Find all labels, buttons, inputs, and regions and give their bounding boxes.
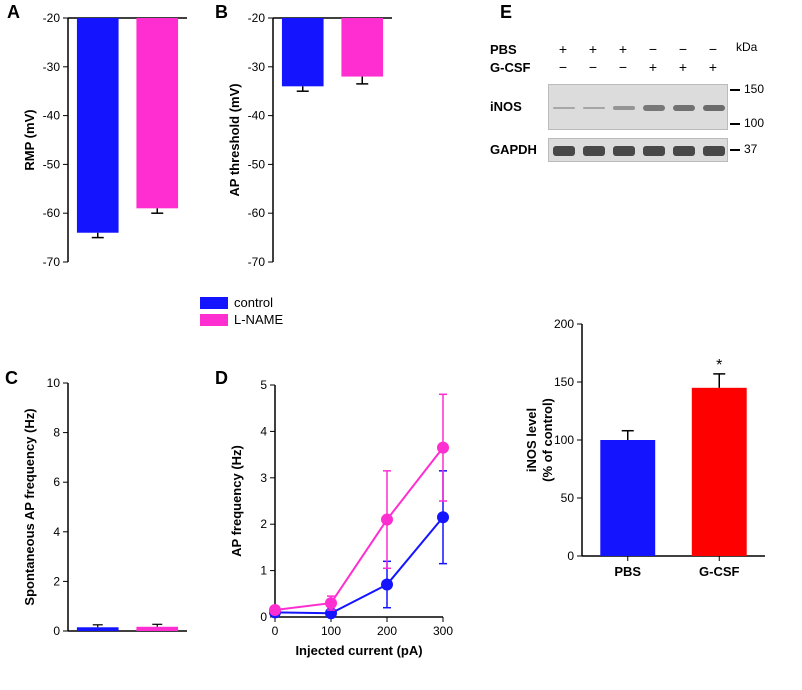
legend-swatch-control	[200, 297, 228, 309]
svg-text:0: 0	[567, 549, 574, 563]
svg-text:8: 8	[53, 426, 60, 440]
svg-text:2: 2	[260, 517, 267, 531]
svg-text:-60: -60	[43, 206, 61, 220]
svg-text:100: 100	[321, 624, 341, 638]
legend-label-control: control	[234, 295, 273, 310]
svg-text:300: 300	[433, 624, 453, 638]
panel-e-label: E	[500, 2, 512, 23]
panel-c-label: C	[5, 368, 18, 389]
treatment-mark: +	[548, 41, 578, 57]
svg-text:Spontaneous AP frequency (Hz): Spontaneous AP frequency (Hz)	[22, 408, 37, 605]
treatment-mark: −	[578, 59, 608, 75]
svg-text:4: 4	[260, 424, 267, 438]
svg-text:50: 50	[561, 491, 575, 505]
treatment-mark: −	[638, 41, 668, 57]
svg-text:2: 2	[53, 574, 60, 588]
panel-e-blots: PBS+++−−−G-CSF−−−+++kDaiNOS150100GAPDH37	[490, 40, 790, 76]
svg-text:-50: -50	[43, 157, 61, 171]
svg-text:AP threshold (mV): AP threshold (mV)	[227, 83, 242, 196]
svg-text:-20: -20	[248, 11, 266, 25]
treatment-mark: −	[548, 59, 578, 75]
svg-text:iNOS level: iNOS level	[524, 408, 539, 472]
treatment-mark: −	[608, 59, 638, 75]
legend-swatch-lname	[200, 314, 228, 326]
treatment-mark: −	[668, 41, 698, 57]
svg-text:(% of control): (% of control)	[540, 398, 555, 482]
svg-text:0: 0	[272, 624, 279, 638]
mw-label: 37	[744, 142, 757, 156]
svg-text:-20: -20	[43, 11, 61, 25]
panel-a-chart: -70 -60 -50 -40 -30 -20 RMP (mV)	[20, 10, 195, 270]
svg-text:PBS: PBS	[614, 564, 641, 579]
svg-text:-30: -30	[248, 60, 266, 74]
treatment-mark: +	[668, 59, 698, 75]
kda-label: kDa	[736, 40, 757, 54]
svg-text:Injected current (pA): Injected current (pA)	[295, 643, 422, 658]
svg-text:-70: -70	[248, 255, 266, 269]
blot-label: GAPDH	[490, 142, 548, 157]
svg-text:-40: -40	[248, 109, 266, 123]
svg-text:200: 200	[377, 624, 397, 638]
svg-text:150: 150	[554, 375, 574, 389]
svg-text:4: 4	[53, 525, 60, 539]
svg-text:5: 5	[260, 378, 267, 392]
panel-a-label: A	[7, 2, 20, 23]
blot-strip	[548, 84, 728, 130]
svg-text:200: 200	[554, 317, 574, 331]
treatment-mark: +	[578, 41, 608, 57]
svg-text:1: 1	[260, 564, 267, 578]
treatment-mark: +	[608, 41, 638, 57]
legend: control L-NAME	[200, 295, 283, 329]
mw-label: 150	[744, 82, 764, 96]
treatment-label: G-CSF	[490, 60, 548, 75]
panel-b-chart: -70 -60 -50 -40 -30 -20 AP threshold (mV)	[225, 10, 400, 270]
svg-text:-40: -40	[43, 109, 61, 123]
svg-text:-30: -30	[43, 60, 61, 74]
panel-c-chart: 0 2 4 6 8 10 Spontaneous AP frequency (Hz)	[20, 375, 195, 645]
svg-text:*: *	[716, 357, 722, 374]
svg-text:100: 100	[554, 433, 574, 447]
svg-text:0: 0	[260, 610, 267, 624]
svg-text:G-CSF: G-CSF	[699, 564, 740, 579]
svg-text:AP frequency (Hz): AP frequency (Hz)	[229, 445, 244, 557]
legend-label-lname: L-NAME	[234, 312, 283, 327]
svg-text:RMP (mV): RMP (mV)	[22, 109, 37, 170]
svg-text:-50: -50	[248, 157, 266, 171]
mw-label: 100	[744, 116, 764, 130]
svg-text:-70: -70	[43, 255, 61, 269]
panel-e-quant-chart: 0 50 100 150 200 iNOS level(% of control) PBS G…	[520, 310, 775, 590]
svg-text:6: 6	[53, 475, 60, 489]
treatment-label: PBS	[490, 42, 548, 57]
panel-d-chart: 0 1 2 3 4 5 0 100 200 300 AP frequency (Hz) Injecte…	[225, 375, 455, 665]
svg-text:0: 0	[53, 624, 60, 638]
treatment-mark: −	[698, 41, 728, 57]
blot-label: iNOS	[490, 99, 548, 114]
svg-text:10: 10	[47, 376, 61, 390]
svg-text:3: 3	[260, 471, 267, 485]
blot-strip	[548, 138, 728, 162]
treatment-mark: +	[698, 59, 728, 75]
treatment-mark: +	[638, 59, 668, 75]
svg-text:-60: -60	[248, 206, 266, 220]
